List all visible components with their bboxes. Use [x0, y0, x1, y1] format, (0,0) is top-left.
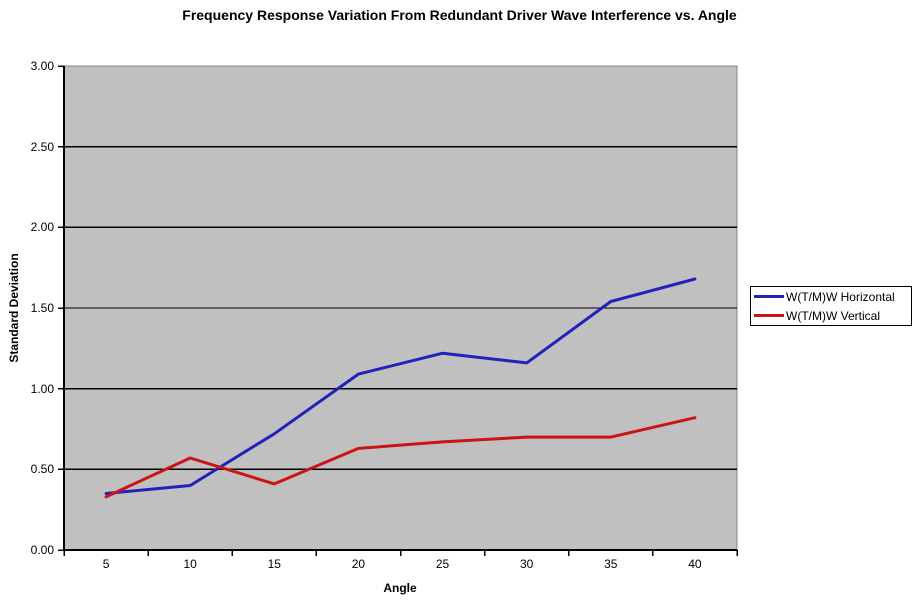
legend: W(T/M)W Horizontal W(T/M)W Vertical [750, 286, 912, 326]
y-tick-label: 1.00 [30, 381, 54, 396]
x-tick-label: 35 [604, 557, 618, 571]
x-tick-label: 5 [102, 557, 110, 571]
x-tick-label: 10 [183, 557, 197, 571]
legend-line-swatch-horizontal [754, 295, 784, 298]
y-tick-label: 3.00 [30, 59, 54, 73]
x-tick-label: 30 [520, 557, 534, 571]
x-tick-label: 25 [435, 557, 450, 571]
legend-item-vertical: W(T/M)W Vertical [751, 306, 911, 325]
series-line-vertical [104, 416, 697, 499]
y-tick-label: 0.00 [30, 543, 54, 557]
y-tick-label: 2.50 [30, 139, 54, 154]
x-tick-label: 20 [351, 557, 366, 571]
y-axis-title: Standard Deviation [7, 253, 21, 363]
legend-label-vertical: W(T/M)W Vertical [786, 308, 880, 323]
y-tick-label: 2.00 [30, 220, 54, 235]
legend-label-horizontal: W(T/M)W Horizontal [786, 289, 895, 304]
y-tick-label: 0.50 [30, 462, 54, 477]
x-tick-label: 15 [267, 557, 281, 571]
x-tick-label: 40 [688, 557, 702, 571]
legend-line-swatch-vertical [754, 314, 784, 317]
x-axis-title: Angle [383, 581, 417, 595]
series-line-horizontal [104, 277, 697, 495]
chart-title: Frequency Response Variation From Redund… [182, 7, 737, 23]
y-tick-label: 1.50 [30, 301, 54, 315]
legend-item-horizontal: W(T/M)W Horizontal [751, 287, 911, 306]
